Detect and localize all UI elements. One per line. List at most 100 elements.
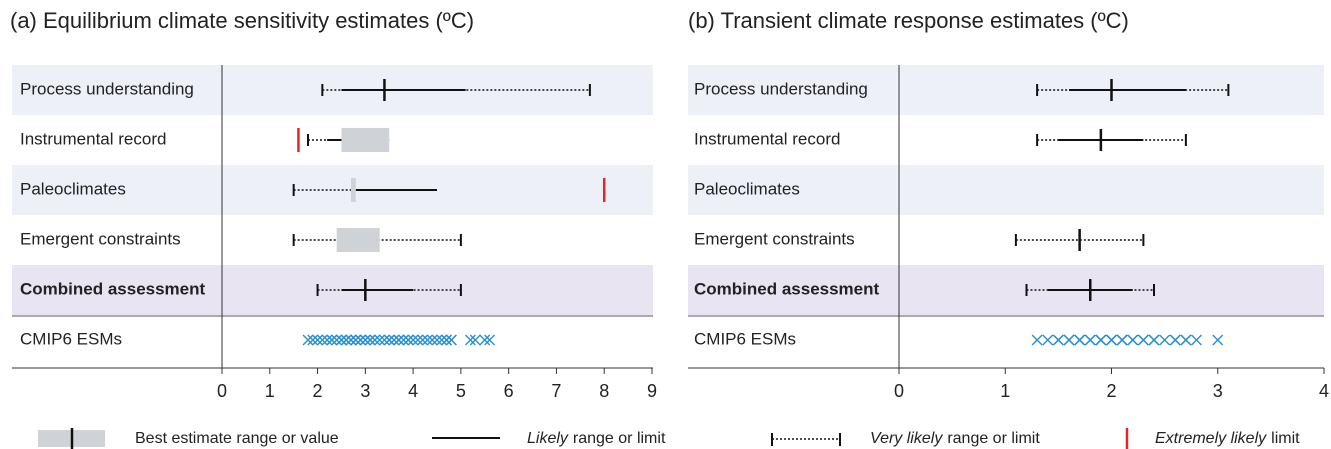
- model-point: [402, 334, 414, 346]
- row-band: [12, 165, 653, 215]
- legend-rest: range or limit: [573, 430, 666, 447]
- row-label: Emergent constraints: [694, 229, 855, 248]
- model-point: [1137, 334, 1149, 346]
- panel-title: (a) Equilibrium climate sensitivity esti…: [10, 8, 474, 33]
- row-label: CMIP6 ESMs: [694, 329, 796, 348]
- model-point: [340, 334, 352, 346]
- model-point: [1095, 334, 1107, 346]
- model-point: [359, 334, 371, 346]
- x-tick-label: 3: [1213, 381, 1223, 401]
- best-range: [351, 178, 356, 202]
- row-band: [12, 65, 653, 115]
- best-range: [341, 128, 390, 152]
- model-point: [431, 334, 443, 346]
- model-point: [436, 334, 448, 346]
- model-point: [307, 334, 319, 346]
- x-tick-label: 2: [1106, 381, 1116, 401]
- best-range: [336, 228, 380, 252]
- model-point: [441, 334, 453, 346]
- model-point: [378, 334, 390, 346]
- model-point: [369, 334, 381, 346]
- model-point: [345, 334, 357, 346]
- legend-em: Very likely: [870, 430, 943, 447]
- panel-title: (b) Transient climate response estimates…: [688, 8, 1129, 33]
- model-point: [1084, 334, 1096, 346]
- row-label: Combined assessment: [694, 279, 880, 298]
- x-tick-label: 1: [265, 381, 275, 401]
- model-point: [374, 334, 386, 346]
- model-point: [445, 334, 457, 346]
- x-tick-label: 2: [313, 381, 323, 401]
- x-tick-label: 4: [408, 381, 418, 401]
- model-point: [331, 334, 343, 346]
- x-tick-label: 9: [647, 381, 657, 401]
- legend-text: Likely range or limit: [527, 430, 666, 447]
- model-point: [469, 334, 481, 346]
- model-point: [364, 334, 376, 346]
- model-point: [302, 334, 314, 346]
- row-label: Paleoclimates: [694, 179, 800, 198]
- row-band: [688, 165, 1324, 215]
- model-point: [464, 334, 476, 346]
- model-point: [326, 334, 338, 346]
- row-label: Combined assessment: [20, 279, 206, 298]
- model-point: [1169, 334, 1181, 346]
- model-point: [1212, 334, 1224, 346]
- row-band: [688, 265, 1324, 315]
- x-tick-label: 0: [894, 381, 904, 401]
- legend-rest: limit: [1271, 430, 1300, 447]
- x-tick-label: 5: [456, 381, 466, 401]
- model-point: [316, 334, 328, 346]
- x-tick-label: 3: [360, 381, 370, 401]
- row-label: Process understanding: [20, 79, 194, 98]
- model-point: [383, 334, 395, 346]
- legend-rest: range or limit: [947, 430, 1040, 447]
- model-point: [1180, 334, 1192, 346]
- row-label: Paleoclimates: [20, 179, 126, 198]
- model-point: [393, 334, 405, 346]
- model-point: [1074, 334, 1086, 346]
- legend-text: Extremely likely limit: [1155, 430, 1300, 447]
- model-point: [426, 334, 438, 346]
- model-point: [335, 334, 347, 346]
- model-point: [1127, 334, 1139, 346]
- model-point: [1063, 334, 1075, 346]
- legend-em: Extremely likely: [1155, 430, 1267, 447]
- model-point: [1031, 334, 1043, 346]
- model-point: [479, 334, 491, 346]
- model-point: [407, 334, 419, 346]
- row-label: CMIP6 ESMs: [20, 329, 122, 348]
- model-point: [1148, 334, 1160, 346]
- x-tick-label: 7: [551, 381, 561, 401]
- model-point: [1052, 334, 1064, 346]
- legend-text: Best estimate range or value: [135, 430, 339, 447]
- model-point: [421, 334, 433, 346]
- model-point: [388, 334, 400, 346]
- model-point: [1191, 334, 1202, 346]
- x-tick-label: 8: [599, 381, 609, 401]
- model-point: [321, 334, 333, 346]
- row-label: Instrumental record: [20, 129, 166, 148]
- model-point: [1159, 334, 1171, 346]
- legend-text: Very likely range or limit: [870, 430, 1040, 447]
- row-label: Instrumental record: [694, 129, 840, 148]
- x-tick-label: 0: [217, 381, 227, 401]
- model-point: [312, 334, 324, 346]
- legend: Best estimate range or value Likely range…: [38, 428, 1300, 449]
- row-label: Process understanding: [694, 79, 868, 98]
- legend-em: Likely: [527, 430, 569, 447]
- model-point: [1042, 334, 1054, 346]
- model-point: [355, 334, 367, 346]
- model-point: [1116, 334, 1128, 346]
- row-band: [12, 265, 653, 315]
- model-point: [484, 334, 496, 346]
- model-point: [1106, 334, 1117, 346]
- x-tick-label: 4: [1319, 381, 1329, 401]
- x-tick-label: 6: [504, 381, 514, 401]
- model-point: [412, 334, 424, 346]
- model-point: [398, 334, 410, 346]
- x-tick-label: 1: [1000, 381, 1010, 401]
- model-point: [350, 334, 362, 346]
- model-point: [417, 334, 429, 346]
